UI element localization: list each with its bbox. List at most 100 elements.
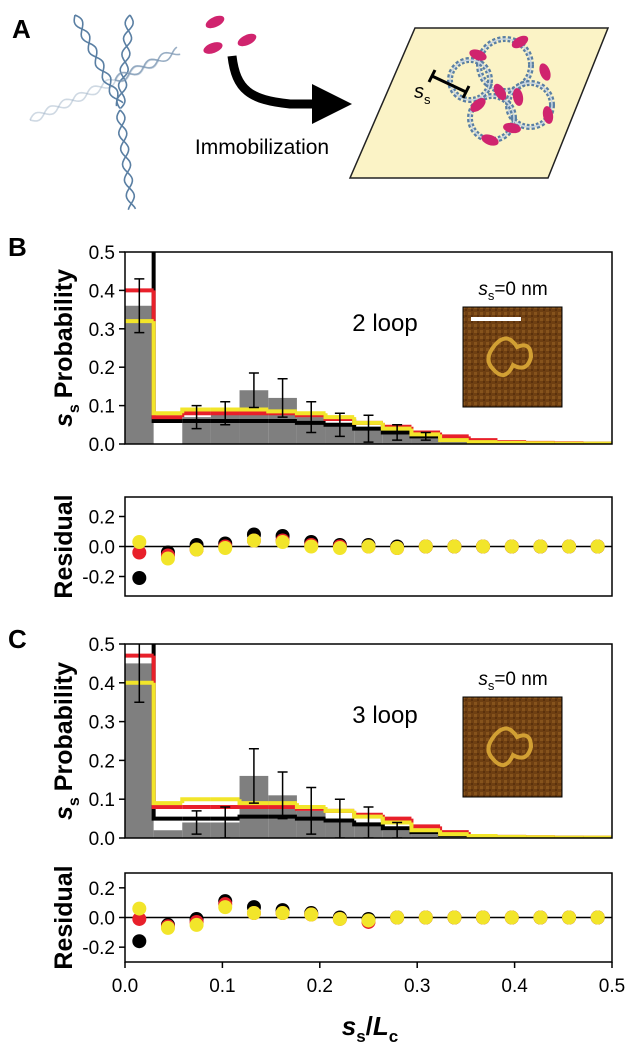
step-line (438, 432, 469, 439)
inset-label: ss=0 nm (478, 669, 547, 693)
step-line (352, 417, 383, 425)
step-line (380, 422, 412, 431)
x-tick-label: 0.4 (501, 976, 528, 997)
plot-area (125, 894, 612, 949)
panel-a: A Immobilization ss (12, 14, 610, 210)
error-bar (134, 644, 145, 703)
step-line (352, 810, 383, 819)
step-line (294, 816, 326, 821)
error-bar (334, 798, 345, 838)
protein (542, 106, 554, 124)
point (132, 911, 147, 926)
protein (539, 63, 551, 81)
step-line (409, 426, 441, 435)
chart: 0.20.0-0.20.0 0.1 0.2 0.3 0.4 0.5Residualss/L… (50, 865, 625, 1046)
point (476, 910, 491, 925)
point (189, 917, 204, 932)
inset-molecule (486, 336, 534, 377)
point (132, 571, 147, 585)
helix-strand (114, 46, 178, 81)
error-bar (363, 806, 374, 838)
ss-bar (427, 69, 471, 99)
arrow-head (312, 84, 352, 124)
error-bar (277, 377, 288, 418)
error-bar (248, 372, 259, 409)
dna-drawings (29, 14, 181, 210)
step-line (495, 440, 527, 444)
protein (493, 83, 507, 101)
x-tick-label: 0.1 (209, 976, 235, 997)
plot-area (125, 644, 612, 838)
error-bar (306, 401, 317, 434)
helix-strand (74, 14, 124, 104)
protein (203, 42, 223, 54)
step-line (323, 818, 355, 823)
label-text: =0 nm (494, 669, 547, 690)
y-tick-label: 0.1 (89, 397, 115, 418)
step-line (380, 824, 412, 831)
protein (205, 15, 225, 29)
protein (469, 49, 487, 61)
point (275, 906, 290, 921)
x-axis-label: ss/Lc (342, 1011, 399, 1046)
subscript: s (356, 1027, 365, 1046)
symbol: L (373, 1011, 389, 1041)
panel-label: A (12, 14, 31, 44)
protein (237, 33, 257, 47)
helix-strand (29, 59, 160, 122)
x-tick-label: 0.0 (112, 976, 138, 997)
step-line (151, 644, 183, 821)
slash: / (366, 1011, 373, 1041)
point (332, 911, 347, 926)
step-line (323, 413, 355, 420)
y-tick-label: 0.5 (89, 243, 115, 264)
step-line (466, 834, 498, 838)
bar (440, 836, 469, 838)
subscript: s (66, 797, 83, 806)
y-axis-label: ss Probability (50, 662, 83, 820)
y-axis-label: Residual (50, 494, 78, 598)
y-tick-label: 0.5 (89, 635, 115, 656)
y-tick-label: 0.4 (89, 281, 116, 302)
point (160, 551, 175, 566)
point (218, 900, 233, 915)
subscript: s (488, 678, 495, 693)
point (304, 539, 319, 554)
protein (470, 98, 486, 112)
protein (512, 88, 524, 106)
label-text: Probability (50, 662, 78, 791)
y-axis-label: ss Probability (50, 269, 83, 427)
y-tick-label: 0.0 (89, 538, 115, 559)
error-bar (277, 771, 288, 820)
step-line (180, 797, 211, 804)
bar (153, 830, 183, 838)
point (275, 535, 290, 549)
y-tick-label: 0.3 (89, 320, 115, 341)
x-tick-label: 0.5 (599, 976, 625, 997)
inset-image (462, 696, 563, 798)
point (304, 907, 319, 922)
y-tick-label: -0.2 (82, 938, 115, 959)
point (390, 541, 405, 555)
step-line (352, 424, 383, 431)
point (246, 533, 261, 548)
step-line (266, 409, 297, 414)
step-line (466, 440, 498, 444)
protein (511, 35, 529, 49)
point (361, 913, 376, 928)
point (132, 545, 147, 560)
point (246, 906, 261, 921)
x-tick-label: 0.2 (307, 976, 333, 997)
step-line (294, 803, 326, 809)
error-bar (134, 278, 145, 334)
helix-strand (29, 58, 160, 121)
inset-label: ss=0 nm (478, 279, 547, 303)
arrow (227, 55, 318, 109)
error-bar (248, 748, 259, 804)
symbol: s (50, 413, 78, 427)
error-bar (220, 806, 231, 838)
arrow-label: Immobilization (195, 136, 329, 159)
step-line (151, 682, 183, 806)
